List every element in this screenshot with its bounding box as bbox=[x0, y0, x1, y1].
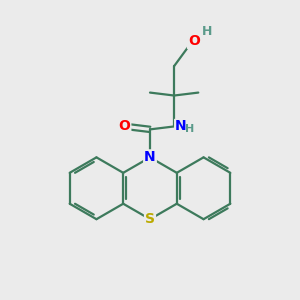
Text: H: H bbox=[202, 25, 213, 38]
Text: S: S bbox=[145, 212, 155, 226]
Text: N: N bbox=[144, 150, 156, 164]
Text: H: H bbox=[185, 124, 195, 134]
Text: O: O bbox=[118, 119, 130, 134]
Text: O: O bbox=[188, 34, 200, 48]
Text: N: N bbox=[175, 119, 186, 134]
